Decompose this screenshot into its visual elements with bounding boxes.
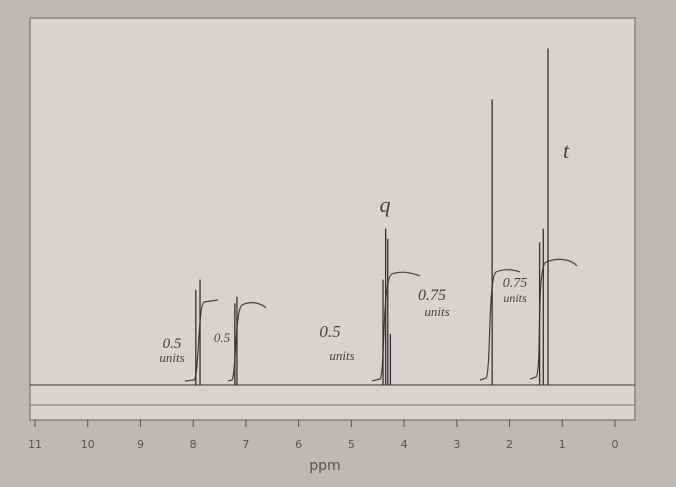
annotation: units — [503, 291, 527, 305]
annotation: 0.75 — [418, 287, 446, 304]
annotation: 0.5 — [214, 330, 231, 345]
annotation: 0.75 — [503, 276, 528, 291]
x-tick-label: 9 — [137, 438, 144, 451]
annotation: 0.5 — [319, 322, 340, 341]
x-tick-label: 2 — [506, 438, 513, 451]
x-axis-label: ppm — [309, 458, 340, 474]
x-tick-label: 0 — [612, 438, 619, 451]
x-tick-label: 7 — [242, 438, 249, 451]
x-tick-label: 3 — [453, 438, 460, 451]
x-tick-label: 1 — [559, 438, 566, 451]
plot-area — [29, 17, 636, 421]
annotation: t — [563, 138, 570, 163]
x-tick-label: 11 — [28, 438, 42, 451]
annotation: units — [159, 350, 184, 365]
x-tick-label: 4 — [401, 438, 408, 451]
annotation: units — [329, 348, 354, 363]
integral-curve — [184, 299, 219, 382]
annotation: 0.5 — [163, 336, 182, 352]
x-tick-label: 5 — [348, 438, 355, 451]
x-tick-label: 6 — [295, 438, 302, 451]
annotation: units — [424, 304, 449, 319]
integral-curve — [371, 271, 421, 382]
x-tick-label: 10 — [81, 438, 95, 451]
integral-curve — [227, 302, 267, 382]
x-tick-label: 8 — [190, 438, 197, 451]
annotation: q — [380, 192, 391, 217]
integral-curve — [479, 269, 521, 381]
